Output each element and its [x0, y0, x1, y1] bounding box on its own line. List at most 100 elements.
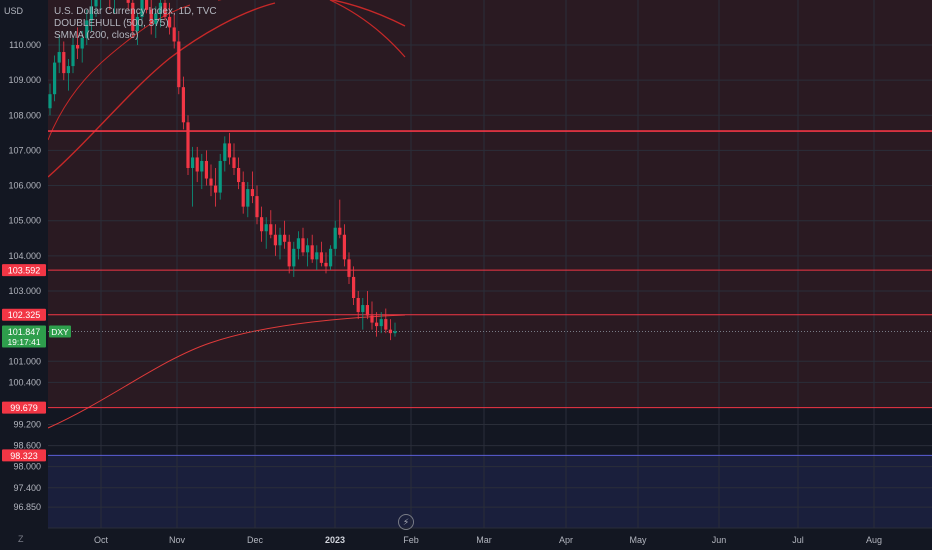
current-price-bg	[2, 325, 46, 348]
candle-body	[296, 238, 300, 249]
lightning-icon[interactable]: ⚡	[398, 514, 414, 530]
candle-body	[384, 319, 388, 330]
candle-body	[347, 259, 351, 277]
candle-body	[237, 167, 241, 183]
doublehull-upper-curve	[218, 0, 406, 27]
candle-body	[168, 16, 172, 28]
candle-body	[126, 0, 130, 3]
time-axis-bg	[0, 528, 932, 550]
time-tick-label: 2023	[325, 535, 345, 545]
price-tick-label: 108.000	[8, 110, 41, 120]
candle-body	[329, 248, 333, 267]
price-tick-label: 103.000	[8, 286, 41, 296]
candle-body	[361, 305, 365, 313]
candle-body	[324, 262, 328, 267]
time-tick-label: Dec	[247, 535, 264, 545]
candle-body	[218, 160, 222, 193]
price-label-text: 103.592	[8, 266, 41, 276]
resistance-zone	[48, 0, 932, 408]
candle-body	[71, 45, 75, 67]
time-axis[interactable]: Oct Nov Dec 2023 Feb Mar Apr May Jun Jul Aug	[0, 527, 932, 550]
currency-label: USD	[4, 6, 24, 16]
price-tick-label: 101.000	[8, 356, 41, 366]
smma-curve	[47, 314, 406, 429]
time-tick-label: May	[629, 535, 647, 545]
candle-body	[393, 331, 397, 334]
candle-body	[145, 0, 149, 10]
support-zone	[48, 455, 932, 528]
price-tick-label: 104.000	[8, 251, 41, 261]
price-label-text: 102.325	[8, 310, 41, 320]
price-tick-label: 98.600	[13, 441, 41, 451]
price-tick-label: 109.000	[8, 75, 41, 85]
candle-body	[379, 319, 383, 327]
grid-lines	[48, 0, 932, 528]
price-tick-label: 110.000	[9, 40, 41, 50]
candle-body	[76, 45, 80, 49]
price-tick-label: 97.400	[13, 483, 41, 493]
candle-body	[62, 52, 66, 74]
indicator-doublehull[interactable]: DOUBLEHULL (500, 375)	[54, 18, 169, 29]
candle-body	[140, 0, 144, 17]
candle-body	[269, 224, 273, 235]
candle-body	[338, 227, 342, 235]
candle-body	[94, 0, 98, 7]
candle-body	[214, 185, 218, 193]
chart-title[interactable]: U.S. Dollar Currency Index, 1D, TVC	[54, 6, 217, 17]
countdown-text: 19:17:41	[7, 337, 40, 347]
candle-body	[301, 238, 305, 253]
candle-body	[342, 234, 346, 260]
time-tick-label: Feb	[403, 535, 419, 545]
candle-body	[356, 298, 360, 313]
price-tick-label: 106.000	[8, 181, 41, 191]
candle-body	[191, 157, 195, 168]
candle-body	[209, 178, 213, 186]
candle-body	[352, 276, 356, 299]
price-label-text: 98.323	[10, 451, 38, 461]
candle-body	[365, 305, 369, 316]
candle-body	[89, 6, 93, 21]
candle-body	[172, 27, 176, 42]
candle-body	[195, 157, 199, 172]
candle-body	[200, 160, 204, 172]
time-tick-label: Jul	[792, 535, 804, 545]
candle-body	[66, 66, 70, 74]
price-label-bg	[2, 264, 46, 277]
indicator-smma[interactable]: SMMA (200, close)	[54, 30, 139, 41]
price-label-text: 99.679	[10, 403, 38, 413]
price-label-bg	[2, 401, 46, 414]
candle-body	[370, 315, 374, 323]
time-tick-label: Oct	[94, 535, 109, 545]
candle-body	[250, 189, 254, 197]
horizontal-levels	[44, 130, 932, 456]
price-tick-label: 96.850	[13, 502, 41, 512]
candle-body	[85, 20, 89, 38]
candle-body	[388, 329, 392, 334]
time-tick-label: Aug	[866, 535, 882, 545]
price-tick-label: 100.400	[8, 377, 41, 387]
time-tick-label: Nov	[169, 535, 186, 545]
candle-body	[292, 248, 296, 267]
symbol-tag-text: DXY	[51, 327, 69, 337]
doublehull-curve	[47, 2, 276, 178]
candle-body	[158, 2, 162, 14]
candle-body	[260, 217, 264, 232]
candle-body	[287, 241, 291, 267]
candle-body	[57, 52, 61, 63]
candles	[48, 0, 397, 341]
candle-body	[273, 234, 277, 246]
price-tick-label: 99.200	[13, 420, 41, 430]
chart-legend: U.S. Dollar Currency Index, 1D, TVC DOUB…	[54, 6, 217, 42]
candle-body	[283, 234, 287, 242]
candle-body	[80, 37, 84, 49]
candle-body	[186, 122, 190, 168]
candle-body	[48, 94, 52, 109]
price-tick-label: 107.000	[8, 145, 41, 155]
price-label-bg	[2, 308, 46, 321]
price-tick-label: 105.000	[8, 216, 41, 226]
candle-body	[181, 87, 185, 123]
candle-body	[232, 157, 236, 168]
candle-body	[204, 160, 208, 179]
z-icon[interactable]: Z	[18, 534, 24, 544]
